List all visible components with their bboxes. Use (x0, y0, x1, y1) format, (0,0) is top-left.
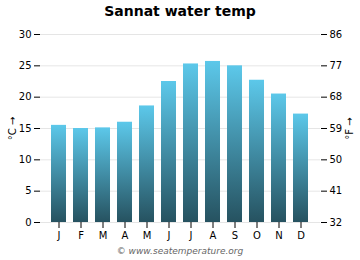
svg-text:25: 25 (19, 60, 32, 71)
svg-text:77: 77 (330, 60, 343, 71)
svg-text:S: S (232, 230, 238, 241)
svg-text:15: 15 (19, 123, 32, 134)
svg-text:M: M (99, 230, 108, 241)
svg-text:5: 5 (25, 185, 31, 196)
svg-text:86: 86 (330, 29, 343, 40)
svg-text:A: A (122, 230, 129, 241)
svg-text:50: 50 (330, 154, 343, 165)
svg-text:M: M (143, 230, 152, 241)
svg-text:J: J (167, 230, 171, 241)
svg-text:20: 20 (19, 91, 32, 102)
svg-text:30: 30 (19, 29, 32, 40)
svg-text:59: 59 (330, 123, 343, 134)
svg-text:10: 10 (19, 154, 32, 165)
svg-text:D: D (297, 230, 305, 241)
svg-text:0: 0 (25, 217, 31, 228)
svg-text:°C →: °C → (7, 117, 18, 141)
svg-text:A: A (210, 230, 217, 241)
svg-text:N: N (275, 230, 282, 241)
svg-text:O: O (253, 230, 261, 241)
html-text:Sannat water temp: Sannat water temp (104, 3, 256, 19)
svg-text:°F →: °F → (344, 117, 355, 139)
html-text:© www.seatemperature.org: © www.seatemperature.org (116, 246, 244, 256)
svg-text:32: 32 (330, 217, 343, 228)
svg-text:F: F (78, 230, 84, 241)
svg-text:68: 68 (330, 91, 343, 102)
svg-text:41: 41 (330, 185, 343, 196)
svg-text:J: J (57, 230, 61, 241)
svg-text:J: J (189, 230, 193, 241)
